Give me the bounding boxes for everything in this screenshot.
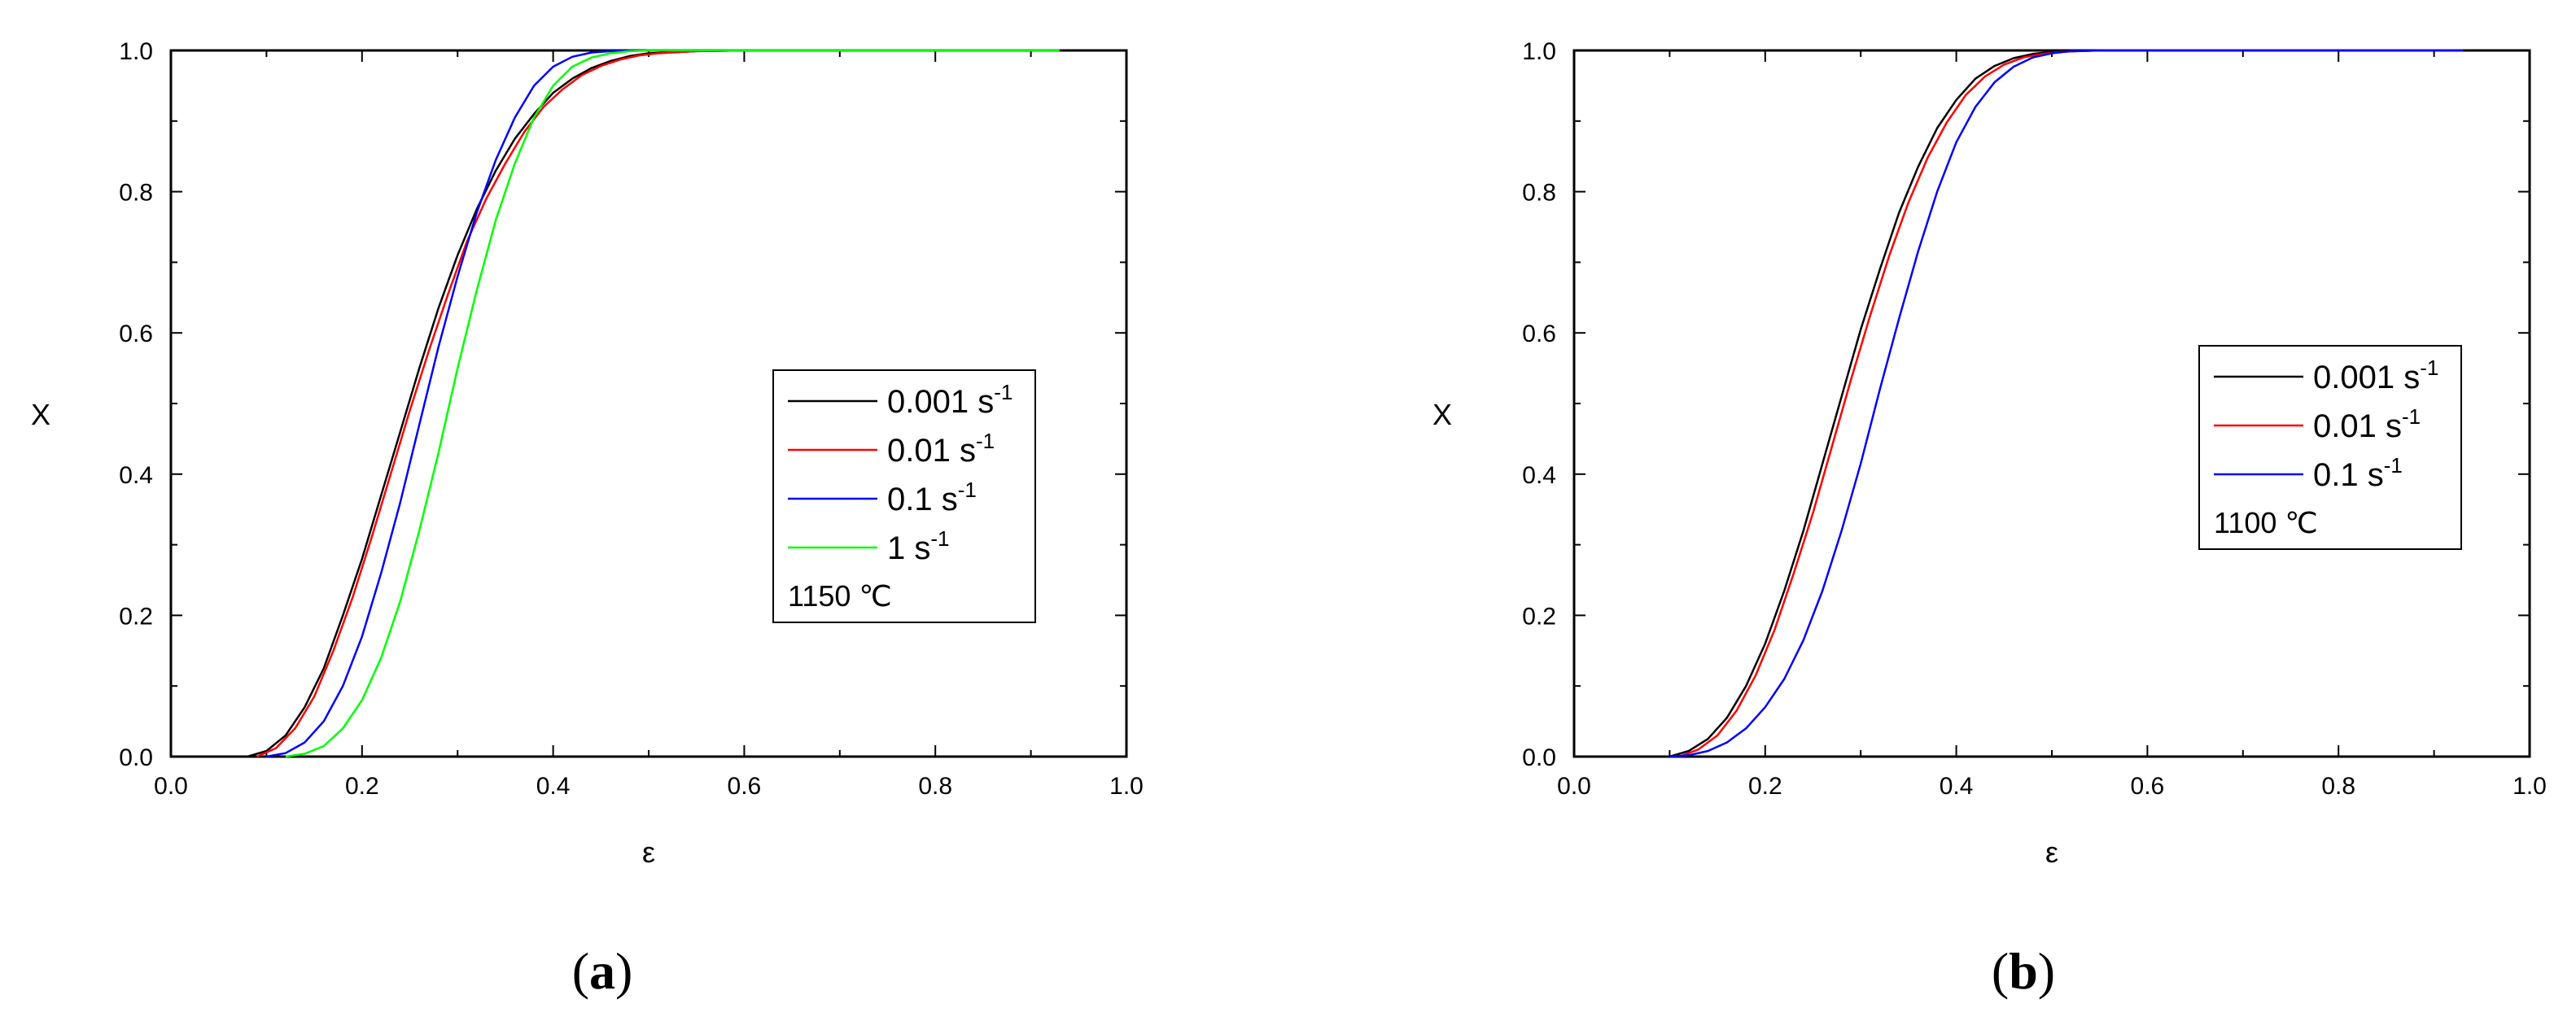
y-tick-label: 0.4 <box>1522 462 1556 489</box>
x-tick-label: 0.8 <box>2321 773 2355 800</box>
legend-temperature-note: 1100 ℃ <box>2214 506 2318 539</box>
legend-temperature-note: 1150 ℃ <box>788 579 892 613</box>
y-tick-label: 0.8 <box>119 180 153 207</box>
series-layer <box>1669 49 2463 758</box>
y-tick-label: 0.4 <box>119 462 153 489</box>
legend-entry: 0.1 s-1 <box>2313 453 2403 493</box>
axis-ticks: 0.0 0.2 0.4 0.6 0.8 1.0 0.0 0.2 0.4 0.6 0.8 1.0 <box>1522 38 2547 800</box>
x-tick-label: 0.2 <box>345 773 379 800</box>
x-tick-label: 0.4 <box>1940 773 1974 800</box>
axis-ticks: 0.0 0.2 0.4 0.6 0.8 1.0 0.0 0.2 0.4 0.6 0.8 1.0 <box>119 38 1144 800</box>
x-tick-label: 0.2 <box>1748 773 1782 800</box>
x-axis-title: ε <box>642 836 655 869</box>
x-tick-label: 0.8 <box>918 773 952 800</box>
x-tick-label: 1.0 <box>1109 773 1144 800</box>
series-line-2 <box>256 49 1060 758</box>
legend-entry: 0.001 s-1 <box>887 380 1012 420</box>
y-tick-label: 0.0 <box>1522 744 1556 771</box>
series-line-4 <box>285 49 1060 758</box>
y-tick-label: 1.0 <box>119 38 153 65</box>
legend-entry: 0.1 s-1 <box>887 478 977 517</box>
y-tick-label: 0.0 <box>119 744 153 771</box>
x-tick-label: 0.6 <box>2131 773 2165 800</box>
legend-entry: 0.01 s-1 <box>2313 404 2421 444</box>
panel-caption: (b) <box>1992 942 2055 1000</box>
y-tick-label: 0.2 <box>1522 603 1556 630</box>
legend: 0.001 s-1 0.01 s-1 0.1 s-1 1100 ℃ <box>2198 345 2462 550</box>
y-tick-label: 0.8 <box>1522 180 1556 207</box>
y-tick-label: 0.2 <box>119 603 153 630</box>
y-tick-label: 0.6 <box>119 321 153 347</box>
chart-panel-a: 0.0 0.2 0.4 0.6 0.8 1.0 0.0 0.2 0.4 0.6 0.8 1.0 ε X… <box>31 38 1144 1000</box>
legend-box <box>772 369 1036 623</box>
series-line-3 <box>1669 49 2463 758</box>
panel-caption-letter: b <box>2009 942 2038 1000</box>
x-tick-label: 0.0 <box>1557 773 1591 800</box>
y-tick-label: 0.6 <box>1522 321 1556 347</box>
series-layer <box>247 49 1060 758</box>
legend-entry: 0.01 s-1 <box>887 429 995 469</box>
y-tick-label: 1.0 <box>1522 38 1556 65</box>
panel-caption: (a) <box>572 942 633 1000</box>
legend-entry: 0.001 s-1 <box>2313 356 2438 395</box>
x-tick-label: 0.6 <box>728 773 762 800</box>
x-tick-label: 0.0 <box>154 773 188 800</box>
x-axis-title: ε <box>2045 836 2058 869</box>
legend-entry: 1 s-1 <box>887 526 949 566</box>
legend: 0.001 s-1 0.01 s-1 0.1 s-1 1 s-1 1150 ℃ <box>772 369 1036 623</box>
legend-box <box>2198 345 2462 550</box>
y-axis-title: X <box>31 398 50 431</box>
x-tick-label: 1.0 <box>2513 773 2547 800</box>
x-tick-label: 0.4 <box>536 773 571 800</box>
panel-caption-letter: a <box>589 942 615 1000</box>
chart-panel-b: 0.0 0.2 0.4 0.6 0.8 1.0 0.0 0.2 0.4 0.6 0.8 1.0 ε X… <box>1432 38 2547 1000</box>
y-axis-title: X <box>1432 398 1452 431</box>
